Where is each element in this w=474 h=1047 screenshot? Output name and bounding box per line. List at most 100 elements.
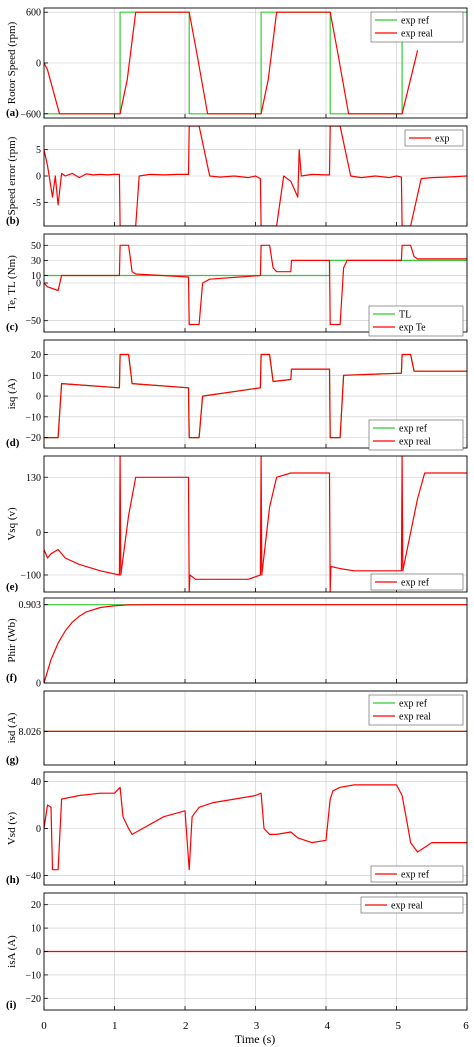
panel-label: (g) [6, 754, 19, 766]
series-group [44, 604, 467, 683]
series-group [44, 784, 467, 871]
y-tick-label: 0 [36, 824, 41, 835]
y-tick-label: −10 [25, 970, 41, 981]
series-line [44, 784, 467, 871]
legend-label: exp [435, 134, 449, 145]
legend-label: exp real [401, 29, 433, 40]
series-line [44, 353, 467, 439]
y-axis-label: Rotor Speed (rpm) [6, 21, 18, 104]
y-axis-label: Phir (Wb) [6, 618, 18, 663]
y-tick-label: 0 [36, 279, 41, 290]
y-axis-label: Vsd (v) [6, 812, 18, 846]
y-tick-label: −40 [25, 871, 41, 882]
y-tick-label: 0 [36, 59, 41, 70]
x-tick-label: 6 [463, 1020, 469, 1032]
y-axis-label: Vsq (v) [6, 507, 18, 541]
x-tick-label: 4 [325, 1020, 331, 1032]
legend: exp ref [370, 865, 464, 883]
panel: 130 0 −100 Vsq (v) (e) exp ref [6, 455, 468, 593]
legend: exp ref exp real [368, 419, 464, 451]
x-axis-label: Time (s) [235, 1032, 276, 1046]
legend-label: exp ref [401, 578, 430, 589]
legend-box [368, 419, 464, 451]
legend-box [370, 573, 464, 591]
panel-label: (h) [6, 874, 20, 886]
y-axis-label: isd (A) [6, 712, 18, 743]
legend-label: TL [399, 310, 411, 321]
legend-label: exp ref [401, 16, 430, 27]
series-line [44, 11, 467, 115]
series-line [44, 244, 467, 326]
y-tick-label: 8.026 [19, 727, 42, 738]
panel-label: (e) [6, 581, 19, 593]
legend-label: exp ref [399, 424, 428, 435]
x-tick-label: 3 [254, 1020, 260, 1032]
y-tick-label: −10 [25, 412, 41, 423]
y-tick-label: 0.903 [19, 600, 42, 611]
series-group [44, 11, 467, 115]
y-tick-label: 10 [31, 371, 41, 382]
legend-box [368, 305, 464, 337]
y-tick-label: 50 [31, 241, 41, 252]
y-tick-label: 0 [36, 392, 41, 403]
panel: 20 10 0 −10 −20 isq (A) (d) exp ref exp real [6, 339, 468, 451]
panel-label: (d) [6, 437, 20, 449]
panel: 0.903 0 Phir (Wb) (f) [6, 597, 468, 690]
panel-label: (f) [6, 672, 17, 684]
panel: 5 0 -5 Speed error (rpm)(b) exp [6, 125, 468, 227]
legend: TL exp Te [368, 305, 464, 337]
y-tick-label: 0 [36, 172, 41, 183]
panel-label: (i) [6, 999, 17, 1011]
y-tick-label: 30 [31, 256, 41, 267]
panel-label: (b) [6, 215, 20, 227]
y-tick-label: −50 [25, 316, 41, 327]
legend: exp real [360, 896, 464, 914]
legend-label: exp real [391, 901, 423, 912]
y-tick-label: 40 [31, 777, 41, 788]
panel: 50 30 100 −50 Te, TL (Nm) (c) TL exp Te [6, 233, 468, 337]
legend-box [368, 694, 464, 726]
series-line [44, 456, 467, 592]
panel-label: (c) [6, 321, 19, 333]
x-tick-label: 1 [112, 1020, 118, 1032]
y-tick-label: 0 [36, 679, 41, 690]
y-tick-label: −20 [25, 433, 41, 444]
legend: exp ref exp real [370, 11, 464, 43]
y-tick-label: −20 [25, 994, 41, 1005]
series-group [44, 456, 467, 592]
legend-label: exp real [399, 437, 431, 448]
series-group [44, 353, 467, 439]
series-line [44, 604, 467, 683]
x-tick-label: 5 [395, 1020, 401, 1032]
series-group [44, 126, 467, 226]
legend-label: exp Te [399, 323, 426, 334]
y-tick-label: 5 [36, 145, 41, 156]
x-tick-label: 0 [41, 1020, 47, 1032]
y-tick-label: -5 [33, 198, 41, 209]
x-tick-label: 2 [183, 1020, 189, 1032]
y-tick-label: 0 [36, 528, 41, 539]
legend-box [370, 11, 464, 43]
y-tick-label: 10 [31, 924, 41, 935]
y-axis-label: isA (A) [6, 935, 18, 968]
legend-label: exp real [399, 712, 431, 723]
y-axis-label: isq (A) [6, 378, 18, 409]
y-axis-label: Te, TL (Nm) [6, 255, 18, 311]
y-tick-label: 130 [26, 473, 41, 484]
y-tick-label: 10 [31, 271, 41, 282]
legend-label: exp ref [401, 870, 430, 881]
panel: 20 10 0 −10 −20 isA (A) (i) exp real [6, 892, 468, 1011]
y-tick-label: −600 [20, 109, 41, 120]
legend-label: exp ref [399, 699, 428, 710]
legend-box [360, 896, 464, 914]
legend-box [370, 865, 464, 883]
legend: exp ref exp real [368, 694, 464, 726]
legend: exp [404, 129, 464, 147]
y-tick-label: 20 [31, 900, 41, 911]
y-tick-label: 600 [26, 8, 41, 19]
series-line [44, 11, 419, 115]
y-tick-label: 20 [31, 350, 41, 361]
